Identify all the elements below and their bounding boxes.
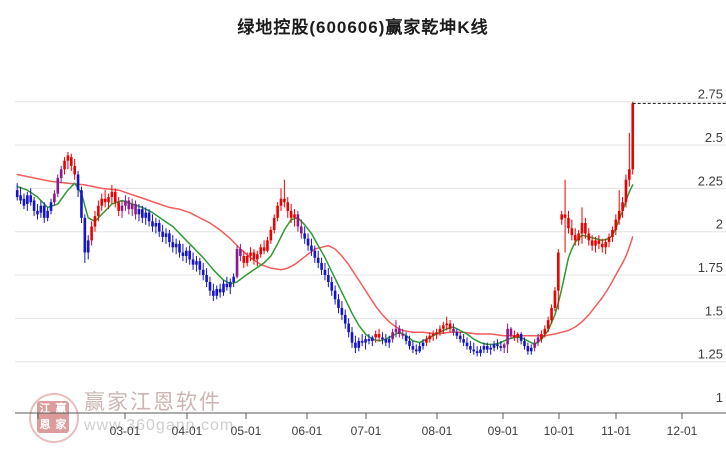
brand-seal-logo: 江 赢 恩 家 — [29, 393, 79, 443]
x-axis-label: 03-01 — [110, 424, 141, 438]
x-axis-label: 06-01 — [292, 424, 323, 438]
y-axis-label: 2.25 — [698, 173, 723, 188]
y-axis-label: 2 — [716, 217, 723, 232]
watermark-brand-text: 赢家江恩软件 — [84, 391, 222, 414]
y-axis-label: 1.25 — [698, 347, 723, 362]
seal-char: 江 — [39, 402, 51, 415]
y-axis-label: 2.75 — [698, 87, 723, 102]
seal-char: 恩 — [39, 418, 51, 431]
x-axis-label: 11-01 — [601, 424, 631, 438]
x-axis-label: 07-01 — [351, 424, 382, 438]
ma-slow-line — [16, 173, 634, 337]
x-axis-label: 04-01 — [172, 424, 203, 438]
seal-char: 家 — [55, 418, 67, 431]
grid-lines-layer — [15, 101, 726, 363]
chart-title: 绿地控股(600606)赢家乾坤K线 — [237, 18, 489, 37]
x-axis-label: 10-01 — [544, 424, 575, 438]
y-axis-labels: 2.75 2.5 2.25 2 1.75 1.5 1.25 1 — [698, 87, 723, 405]
x-axis: 03-01 04-01 05-01 06-01 07-01 08-01 09-01 10-01… — [15, 412, 726, 438]
candles-layer — [15, 101, 635, 357]
y-axis-label: 1.75 — [698, 260, 723, 275]
x-axis-label: 12-01 — [667, 424, 698, 438]
y-axis-label: 1 — [716, 390, 723, 405]
x-axis-label: 05-01 — [231, 424, 262, 438]
x-axis-label: 09-01 — [488, 424, 519, 438]
x-axis-label: 08-01 — [422, 424, 453, 438]
seal-char: 赢 — [55, 402, 67, 415]
y-axis-label: 2.5 — [705, 130, 723, 145]
watermark-url-text: www.360gann.com — [84, 417, 235, 434]
y-axis-label: 1.5 — [705, 303, 723, 318]
brand-seal-characters: 江 赢 恩 家 — [37, 401, 69, 433]
